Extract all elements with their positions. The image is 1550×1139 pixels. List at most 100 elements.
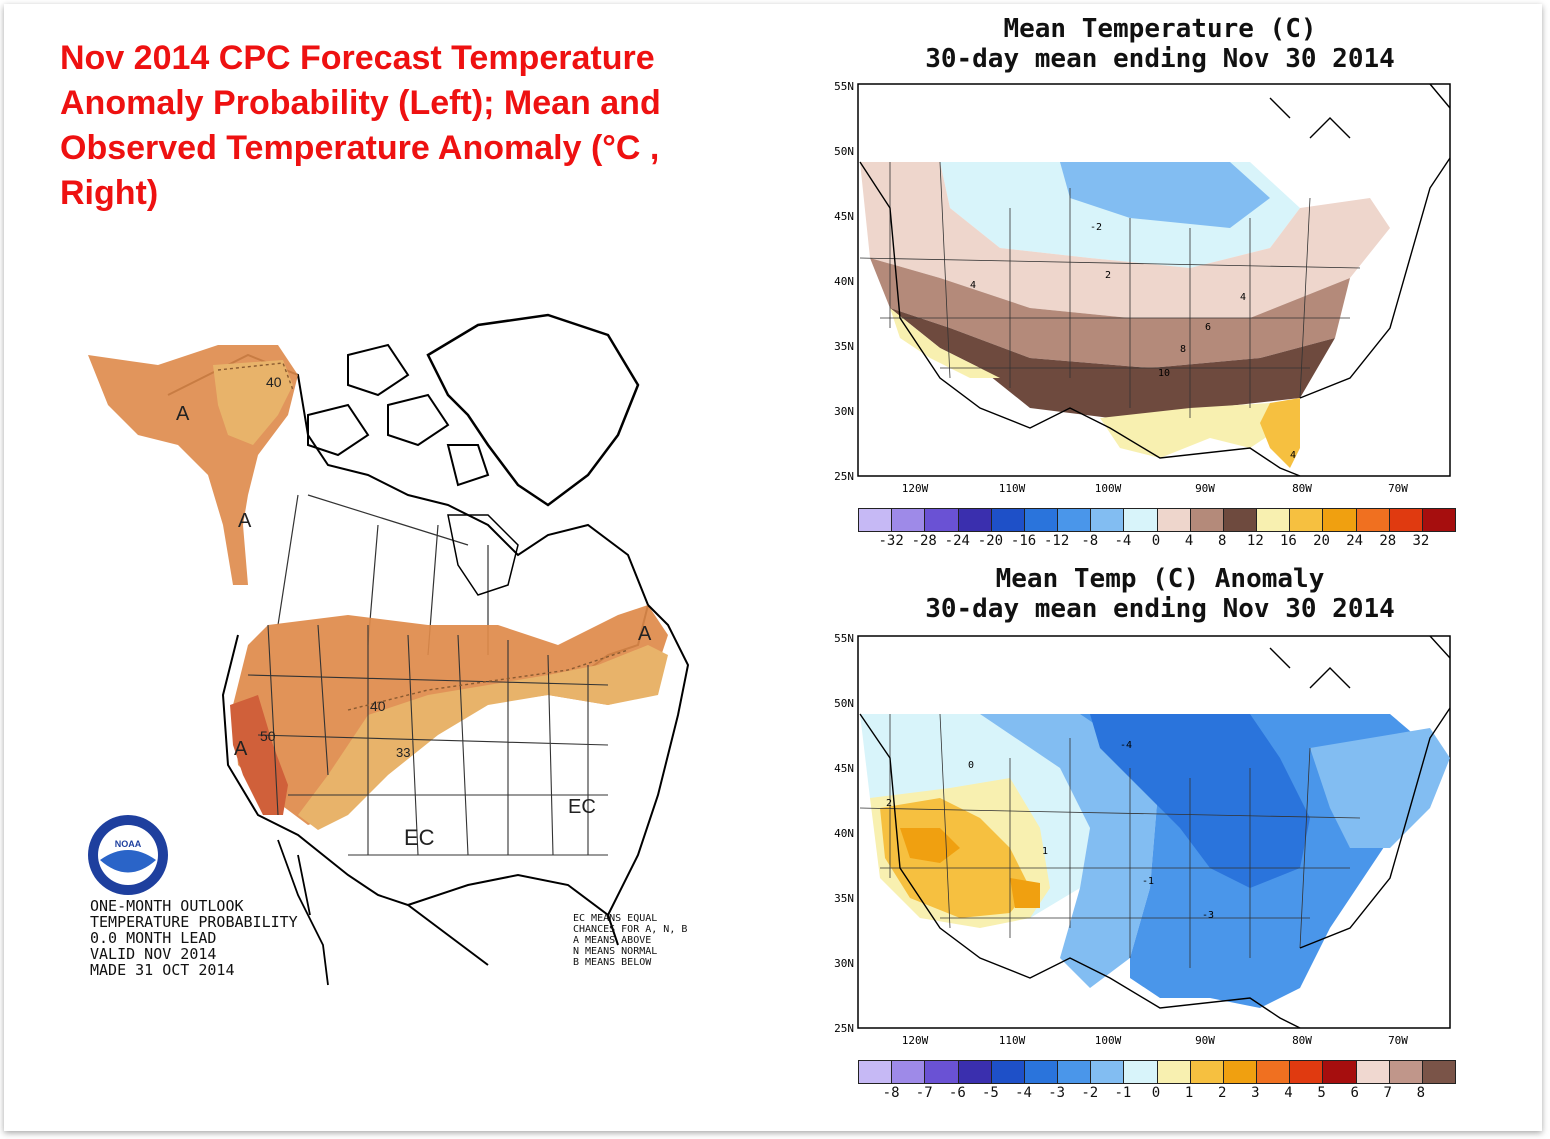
- label-50-west: 50: [260, 728, 276, 744]
- anomaly-lat-label-45: 45N: [834, 762, 854, 775]
- mean-temp-colorbar-swatch-16: [1389, 509, 1423, 531]
- mean-temp-colorbar-tick-label: -4: [1114, 533, 1132, 549]
- lat-label-45: 45N: [834, 210, 854, 223]
- legend-line-1: EC MEANS EQUAL: [573, 913, 657, 924]
- mean-temp-colorbar-swatch-10: [1190, 509, 1224, 531]
- lat-label-35: 35N: [834, 340, 854, 353]
- anomaly-title-1: Mean Temp (C) Anomaly: [995, 564, 1325, 594]
- mean-temp-colorbar-swatch-14: [1323, 509, 1357, 531]
- mean-temp-colorbar-swatch-1: [892, 509, 926, 531]
- anomaly-colorbar-swatch-7: [1091, 1061, 1125, 1083]
- anomaly-colorbar: [858, 1060, 1456, 1084]
- lon-label-70: 70W: [1388, 482, 1408, 495]
- mean-temp-colorbar-tick-label: -28: [911, 533, 937, 549]
- legend-line-2: CHANCES FOR A, N, B: [573, 924, 687, 935]
- band-pink: [860, 162, 1390, 318]
- west-50-60-region: [230, 695, 288, 815]
- anomaly-colorbar-labels: -8 -7 -6 -5 -4 -3 -2 -1 0 1 2 3 4 5 6 7 8: [858, 1085, 1454, 1101]
- mean-temp-colorbar-tick-label: 24: [1346, 533, 1364, 549]
- mean-temp-colorbar-swatch-4: [991, 509, 1025, 531]
- contour-label-8: 4: [1290, 450, 1296, 461]
- mean-temp-colorbar-swatch-0: [859, 509, 893, 531]
- caption-line-1: ONE-MONTH OUTLOOK: [90, 897, 244, 915]
- mean-temp-colorbar: [858, 508, 1456, 532]
- caption-line-5: MADE 31 OCT 2014: [90, 961, 235, 979]
- lon-label-90: 90W: [1195, 482, 1215, 495]
- anomaly-colorbar-tick-label: -3: [1048, 1085, 1066, 1101]
- mean-temp-colorbar-swatch-5: [1024, 509, 1059, 531]
- anomaly-colorbar-swatch-11: [1223, 1061, 1258, 1083]
- caption-line-2: TEMPERATURE PROBABILITY: [90, 913, 298, 931]
- anomaly-colorbar-swatch-3: [958, 1061, 992, 1083]
- anomaly-dark-orange: [900, 828, 1040, 908]
- label-40-alaska: 40: [266, 374, 282, 390]
- contour-label-2: 2: [1105, 270, 1111, 281]
- mean-temp-colorbar-swatch-12: [1257, 509, 1291, 531]
- lat-label-55: 55N: [834, 80, 854, 93]
- band-orange: [1260, 398, 1300, 468]
- anomaly-strong-blue: [1090, 714, 1310, 888]
- mean-temp-colorbar-tick-label: 28: [1379, 533, 1397, 549]
- band-dark-brown: [890, 308, 1335, 418]
- anomaly-colorbar-swatch-17: [1422, 1061, 1456, 1083]
- anomaly-colorbar-tick-label: -8: [882, 1085, 900, 1101]
- mean-temp-map: -2 2 4 4 6 8 10 4 55N 50N 45N 40N 35N 30…: [830, 78, 1460, 498]
- anomaly-colorbar-tick-label: 3: [1251, 1085, 1260, 1101]
- contour-40-alaska: [217, 362, 294, 391]
- lat-label-50: 50N: [834, 145, 854, 158]
- label-ec-southeast: EC: [568, 796, 596, 818]
- anomaly-colorbar-tick-label: 4: [1284, 1085, 1293, 1101]
- anomaly-lon-label-80: 80W: [1292, 1034, 1312, 1047]
- anomaly-contour-label-2: 0: [968, 760, 974, 771]
- mean-temp-colorbar-tick-label: 8: [1218, 533, 1227, 549]
- anomaly-colorbar-tick-label: -5: [982, 1085, 999, 1101]
- anomaly-contour-label-3: 2: [886, 798, 892, 809]
- anomaly-colorbar-swatch-12: [1257, 1061, 1291, 1083]
- lat-label-30: 30N: [834, 405, 854, 418]
- lon-label-80: 80W: [1292, 482, 1312, 495]
- mean-temp-colorbar-swatch-9: [1157, 509, 1191, 531]
- mean-temp-colorbar-swatch-13: [1290, 509, 1324, 531]
- mean-temp-colorbar-swatch-3: [958, 509, 992, 531]
- anomaly-colorbar-swatch-0: [859, 1061, 893, 1083]
- label-a-se-alaska: A: [238, 510, 252, 532]
- anomaly-lon-label-110: 110W: [999, 1034, 1026, 1047]
- mean-temp-colorbar-swatch-17: [1422, 509, 1456, 531]
- label-a-west: A: [234, 738, 248, 760]
- contour-label-3: 4: [970, 280, 976, 291]
- contour-label-6: 8: [1180, 344, 1186, 355]
- noaa-logo: NOAA: [88, 815, 168, 895]
- mean-temp-colorbar-swatch-11: [1223, 509, 1258, 531]
- contour-label-5: 6: [1205, 322, 1211, 333]
- mean-temp-colorbar-tick-label: 16: [1280, 533, 1297, 549]
- anomaly-lon-label-100: 100W: [1095, 1034, 1122, 1047]
- anomaly-colorbar-swatch-15: [1356, 1061, 1390, 1083]
- anomaly-colorbar-swatch-4: [991, 1061, 1025, 1083]
- anomaly-colorbar-swatch-13: [1290, 1061, 1324, 1083]
- anomaly-colorbar-swatch-5: [1024, 1061, 1059, 1083]
- mean-temp-colorbar-tick-label: 20: [1313, 533, 1330, 549]
- lat-label-25: 25N: [834, 470, 854, 483]
- anomaly-colorbar-tick-label: -4: [1015, 1085, 1032, 1101]
- anomaly-mid-blue: [980, 714, 1160, 988]
- state-lines-anomaly: [859, 713, 1361, 968]
- anomaly-colorbar-swatch-10: [1190, 1061, 1224, 1083]
- anomaly-colorbar-tick-label: 1: [1184, 1085, 1194, 1101]
- label-ec-south: EC: [404, 825, 435, 850]
- slide-title: Nov 2014 CPC Forecast Temperature Anomal…: [60, 39, 661, 212]
- anomaly-colorbar-swatch-8: [1124, 1061, 1158, 1083]
- anomaly-lon-label-90: 90W: [1195, 1034, 1215, 1047]
- anomaly-lat-label-30: 30N: [834, 957, 854, 970]
- canada-province-lines: [277, 494, 489, 656]
- legend-line-3: A MEANS ABOVE: [573, 935, 651, 946]
- mean-temp-colorbar-tick-label: 4: [1184, 533, 1194, 549]
- us-33-40-belt: [298, 645, 668, 830]
- anomaly-title-2: 30-day mean ending Nov 30 2014: [925, 594, 1395, 624]
- anomaly-lat-label-55: 55N: [834, 632, 854, 645]
- contour-label-4: 4: [1240, 292, 1246, 303]
- mean-temp-colorbar-tick-label: -8: [1081, 533, 1099, 549]
- mean-temp-title-1: Mean Temperature (C): [1003, 14, 1317, 44]
- mean-temp-colorbar-swatch-8: [1124, 509, 1158, 531]
- anomaly-colorbar-swatch-2: [925, 1061, 959, 1083]
- mean-temp-colorbar-tick-label: -20: [977, 533, 1004, 549]
